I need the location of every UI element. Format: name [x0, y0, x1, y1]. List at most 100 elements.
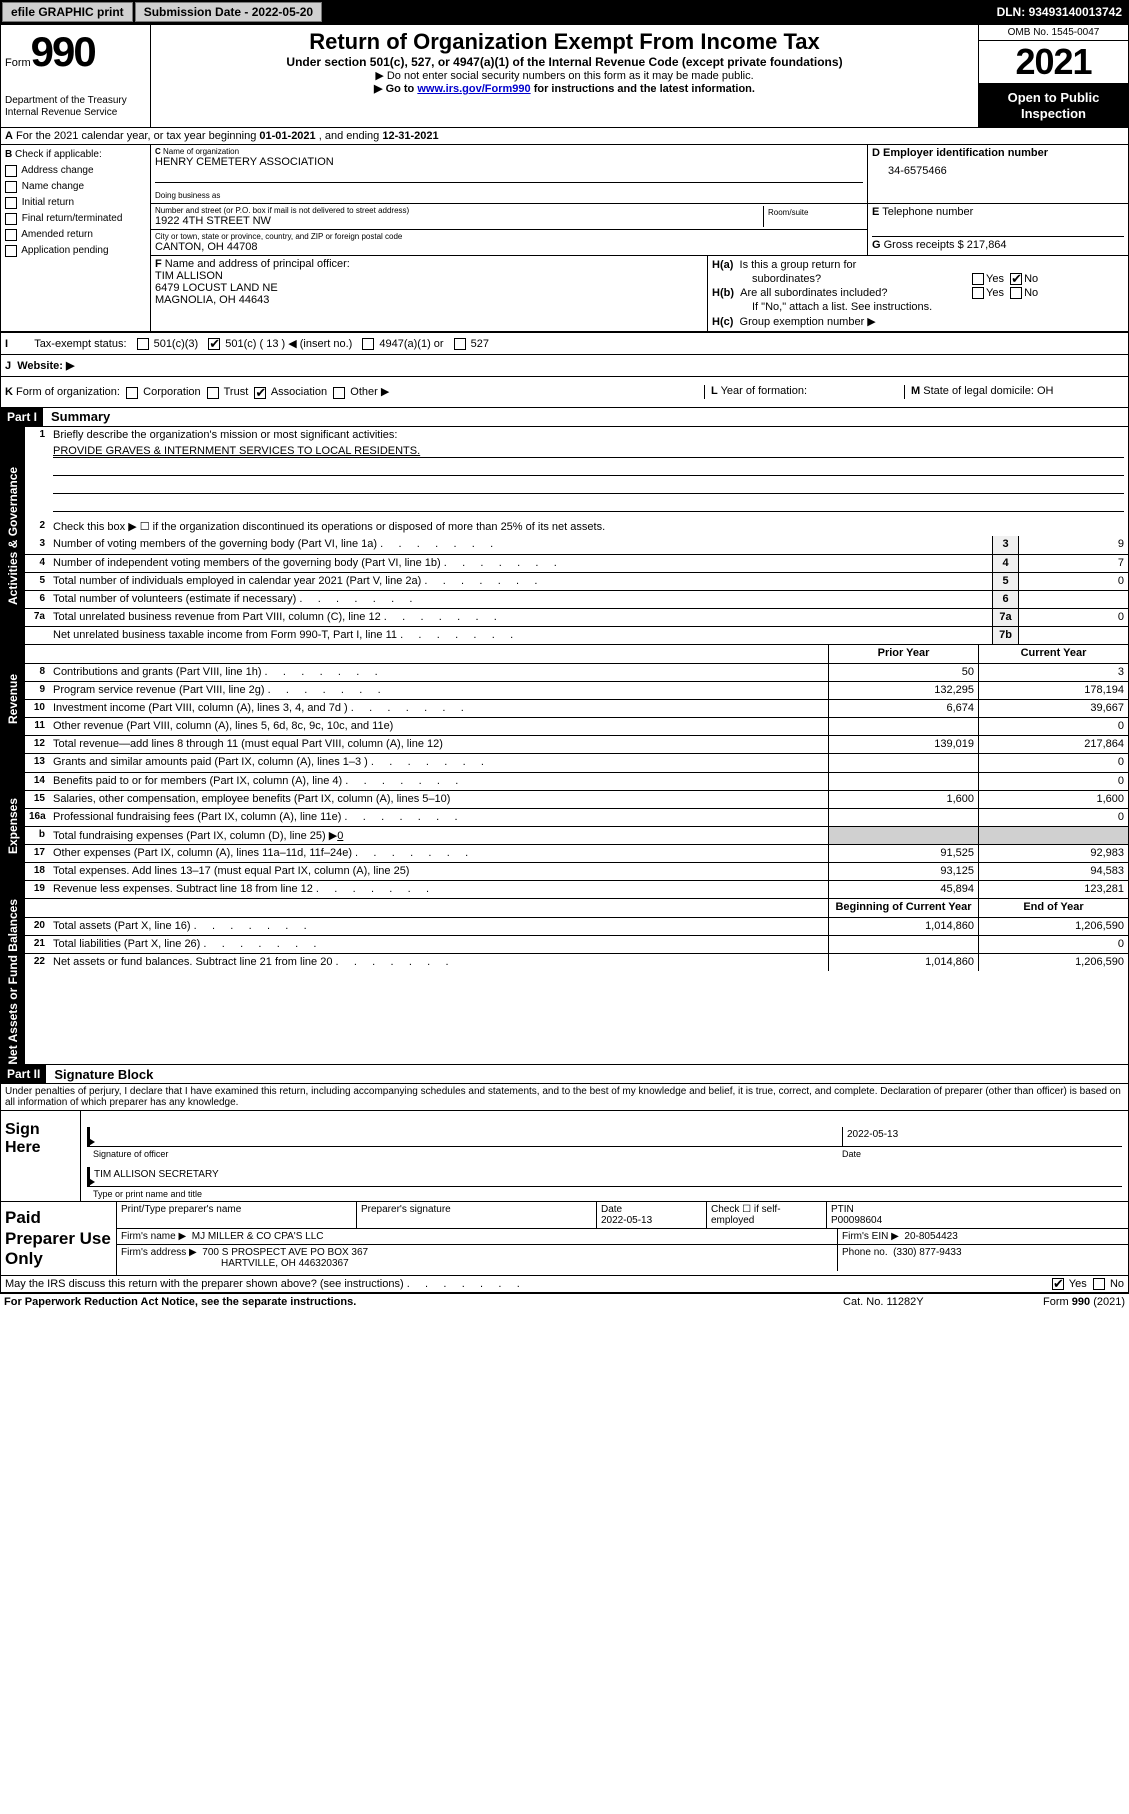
form-outer: Form 990 Department of the Treasury Inte…	[0, 24, 1129, 1294]
sign-row: Sign Here 2022-05-13 Signature of office…	[1, 1111, 1128, 1202]
sign-right: 2022-05-13 Signature of officer Date TIM…	[81, 1111, 1128, 1201]
line-5: 5 Total number of individuals employed i…	[25, 572, 1128, 590]
i-527[interactable]	[454, 338, 466, 350]
b-opt-1: Name change	[22, 181, 84, 192]
bottom-footer: For Paperwork Reduction Act Notice, see …	[0, 1294, 1129, 1310]
check-amended[interactable]	[5, 229, 17, 241]
part2-hdr: Part II	[1, 1065, 46, 1083]
g-val: 217,864	[967, 239, 1007, 251]
part1: Activities & Governance 1 Briefly descri…	[1, 426, 1128, 1066]
p18: 93,125	[828, 863, 978, 880]
check-name-change[interactable]	[5, 181, 17, 193]
tax-year: 2021	[979, 41, 1128, 84]
prep-name: Print/Type preparer's name	[117, 1202, 357, 1228]
part1-hdr: Part I	[1, 408, 43, 426]
dln-val: 93493140013742	[1029, 5, 1122, 19]
l14-text: Benefits paid to or for members (Part IX…	[49, 773, 828, 790]
v5: 0	[1018, 573, 1128, 590]
k-assoc[interactable]	[254, 387, 266, 399]
hb-label: Are all subordinates included?	[740, 287, 887, 299]
l2-text: Check this box ▶ ☐ if the organization d…	[49, 518, 1128, 536]
p11	[828, 718, 978, 735]
i-o1: 501(c)(3)	[154, 338, 199, 350]
top-bar: efile GRAPHIC print Submission Date - 20…	[0, 0, 1129, 24]
c-name-lbl: Name of organization	[163, 147, 239, 156]
l13-text: Grants and similar amounts paid (Part IX…	[49, 754, 828, 772]
l17-text: Other expenses (Part IX, column (A), lin…	[49, 845, 828, 862]
line-16a: 16a Professional fundraising fees (Part …	[25, 808, 1128, 826]
c22: 1,206,590	[978, 954, 1128, 971]
line-9: 9 Program service revenue (Part VIII, li…	[25, 681, 1128, 699]
goto-link[interactable]: www.irs.gov/Form990	[417, 83, 530, 95]
c10: 39,667	[978, 700, 1128, 717]
ha-no[interactable]	[1010, 273, 1022, 285]
k-o4: Other ▶	[350, 386, 389, 398]
discuss-row: May the IRS discuss this return with the…	[1, 1276, 1128, 1293]
p19: 45,894	[828, 881, 978, 898]
line-6: 6 Total number of volunteers (estimate i…	[25, 590, 1128, 608]
phone: Phone no. (330) 877-9433	[838, 1245, 1128, 1271]
ha-label: Is this a group return for	[740, 259, 857, 271]
firm-addr2: HARTVILLE, OH 446320367	[121, 1258, 349, 1269]
col-f: F Name and address of principal officer:…	[151, 256, 708, 331]
check-final[interactable]	[5, 213, 17, 225]
submission-date-btn[interactable]: Submission Date - 2022-05-20	[135, 2, 322, 22]
k-o3: Association	[271, 386, 327, 398]
part1-title: Summary	[43, 409, 110, 424]
discuss-yes[interactable]	[1052, 1278, 1064, 1290]
i-501c3[interactable]	[137, 338, 149, 350]
discuss-no[interactable]	[1093, 1278, 1105, 1290]
header-center: Return of Organization Exempt From Incom…	[151, 25, 978, 127]
firm-ein-v: 20-8054423	[904, 1231, 957, 1242]
city: CANTON, OH 44708	[155, 241, 863, 253]
firm-name-v: MJ MILLER & CO CPA'S LLC	[192, 1231, 324, 1242]
hb-yes[interactable]	[972, 287, 984, 299]
inspect-1: Open to Public	[1008, 90, 1100, 105]
submission-date: 2022-05-20	[252, 5, 313, 19]
h-a2: subordinates? Yes No	[712, 272, 1124, 286]
i-501c[interactable]	[208, 338, 220, 350]
p13	[828, 754, 978, 772]
ha-yes[interactable]	[972, 273, 984, 285]
mission-blank-3	[53, 500, 1124, 512]
i-4947[interactable]	[362, 338, 374, 350]
goto-pre: ▶ Go to	[374, 83, 417, 95]
c18: 94,583	[978, 863, 1128, 880]
l22-text: Net assets or fund balances. Subtract li…	[49, 954, 828, 971]
lb-7a: 7a	[992, 609, 1018, 626]
l16b-text: Total fundraising expenses (Part IX, col…	[49, 827, 828, 844]
p1-netassets: Net Assets or Fund Balances b Beginning …	[1, 899, 1128, 1066]
part1-hdr-row: Part I Summary	[1, 408, 1128, 426]
end-hdr: End of Year	[978, 899, 1128, 917]
check-initial[interactable]	[5, 197, 17, 209]
prep-date: Date 2022-05-13	[597, 1202, 707, 1228]
hb-no[interactable]	[1010, 287, 1022, 299]
efile-print-btn[interactable]: efile GRAPHIC print	[2, 2, 133, 22]
p1-net-body: b Beginning of Current Year End of Year …	[25, 899, 1128, 1065]
c16a: 0	[978, 809, 1128, 826]
l5-text: Total number of individuals employed in …	[49, 573, 992, 590]
line-20: 20 Total assets (Part X, line 16) 1,014,…	[25, 917, 1128, 935]
k-other[interactable]	[333, 387, 345, 399]
check-addr-change[interactable]	[5, 165, 17, 177]
p16b	[828, 827, 978, 844]
p21	[828, 936, 978, 953]
firm-addr1: 700 S PROSPECT AVE PO BOX 367	[202, 1247, 368, 1258]
line-11: 11 Other revenue (Part VIII, column (A),…	[25, 717, 1128, 735]
lb-4: 4	[992, 555, 1018, 572]
p1-revenue: Revenue b Prior Year Current Year 8 Cont…	[1, 645, 1128, 754]
m-label: State of legal domicile:	[923, 385, 1037, 397]
discuss-text: May the IRS discuss this return with the…	[5, 1278, 1052, 1290]
header-left: Form 990 Department of the Treasury Inte…	[1, 25, 151, 127]
k-corp[interactable]	[126, 387, 138, 399]
ptin-l: PTIN	[831, 1204, 854, 1215]
k-trust[interactable]	[207, 387, 219, 399]
dept: Department of the Treasury	[5, 95, 146, 107]
street-label: Number and street (or P.O. box if mail i…	[155, 206, 763, 215]
prep-date-v: 2022-05-13	[601, 1215, 652, 1226]
l20-text: Total assets (Part X, line 16)	[49, 918, 828, 935]
c12: 217,864	[978, 736, 1128, 753]
line-8: 8 Contributions and grants (Part VIII, l…	[25, 663, 1128, 681]
line-12: 12 Total revenue—add lines 8 through 11 …	[25, 735, 1128, 753]
check-pending[interactable]	[5, 245, 17, 257]
